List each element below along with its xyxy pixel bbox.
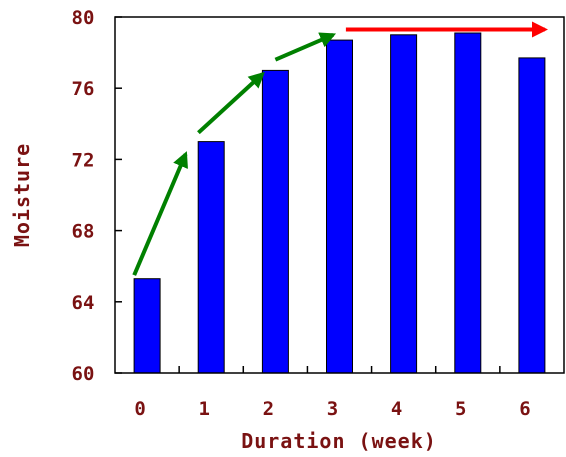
bar-week-6 [518, 57, 546, 374]
y-tick-label: 68 [72, 221, 95, 243]
x-tick-label: 4 [391, 398, 402, 420]
x-tick-label: 3 [327, 398, 338, 420]
x-tick-label: 6 [519, 398, 530, 420]
annotations-layer [132, 21, 548, 276]
y-tick-label: 76 [72, 78, 95, 100]
bar-week-4 [390, 34, 418, 374]
bar-week-2 [261, 69, 289, 374]
bars-layer [133, 32, 546, 374]
x-tick-label: 1 [198, 398, 209, 420]
y-axis-title: Moisture [10, 143, 34, 247]
ticks-layer [115, 16, 501, 374]
x-tick-label: 2 [263, 398, 274, 420]
bar-week-0 [133, 278, 161, 374]
x-tick-label: 0 [134, 398, 145, 420]
bar-week-5 [454, 32, 482, 374]
rising-arrow-2 [197, 71, 265, 135]
rising-arrow-1 [132, 151, 188, 276]
rising-arrow-3 [274, 32, 337, 62]
x-tick-label: 5 [455, 398, 466, 420]
y-tick-labels: 60 64 68 72 76 80 [72, 7, 95, 385]
x-axis-title: Duration (week) [241, 429, 437, 453]
y-tick-label: 60 [72, 363, 95, 385]
y-tick-label: 64 [72, 292, 95, 314]
y-tick-label: 72 [72, 149, 95, 171]
bar-week-1 [197, 141, 225, 374]
y-tick-label: 80 [72, 7, 95, 29]
x-tick-labels: 0 1 2 3 4 5 6 [134, 398, 530, 420]
bar-week-3 [326, 39, 353, 374]
plot-frame [114, 16, 565, 374]
